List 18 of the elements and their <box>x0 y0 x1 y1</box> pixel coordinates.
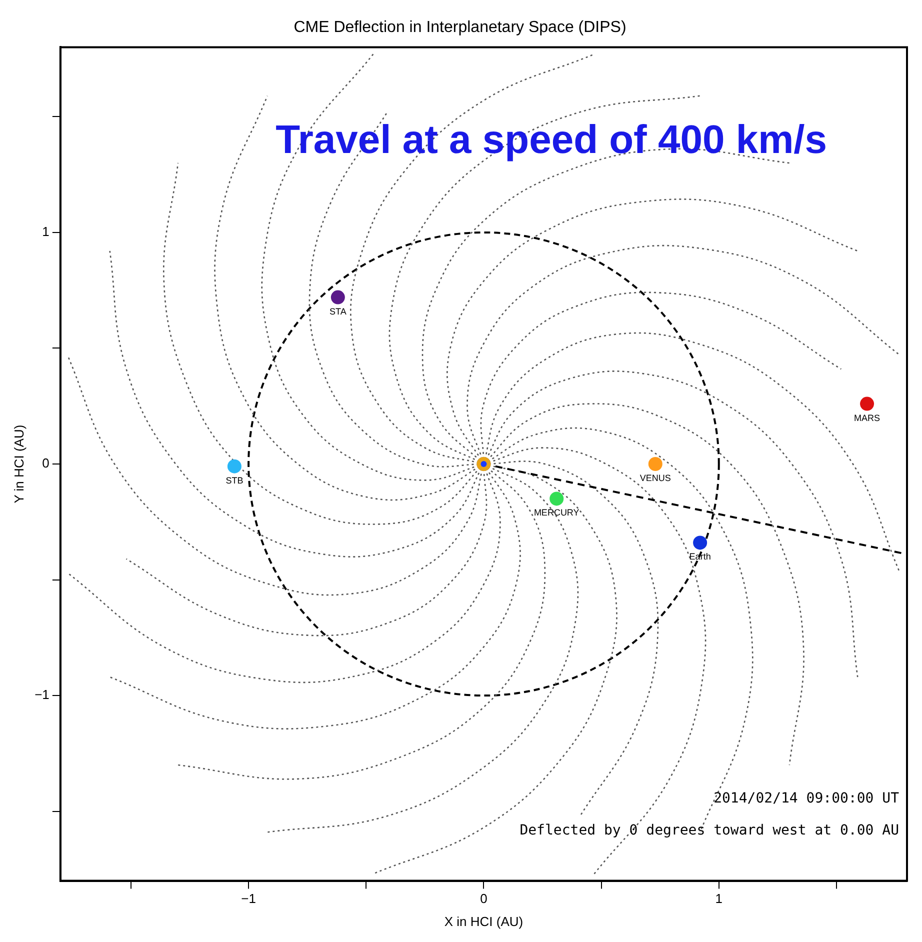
y-axis-title: Y in HCI (AU) <box>11 424 26 504</box>
series-label: MARS <box>854 412 880 423</box>
y-tick-label: −1 <box>34 687 50 702</box>
x-axis-title: X in HCI (AU) <box>444 914 524 929</box>
annotation: 2014/02/14 09:00:00 UT <box>714 790 900 806</box>
x-tick-label: −1 <box>241 891 256 906</box>
x-tick-label: 1 <box>715 891 722 906</box>
x-tick-label: 0 <box>480 891 488 906</box>
chart-title: CME Deflection in Interplanetary Space (DIPS) <box>294 19 626 36</box>
series-label: STA <box>329 306 346 316</box>
series-label: STB <box>226 475 244 486</box>
annotation: Travel at a speed of 400 km/s <box>276 118 827 162</box>
y-tick-label: 1 <box>42 224 50 240</box>
series-label: Earth <box>689 552 711 562</box>
annotation: Deflected by 0 degrees toward west at 0.00 AU <box>520 822 899 838</box>
y-tick-label: 0 <box>42 456 50 471</box>
series-label: MERCURY <box>534 508 580 518</box>
series-label: VENUS <box>640 472 671 483</box>
